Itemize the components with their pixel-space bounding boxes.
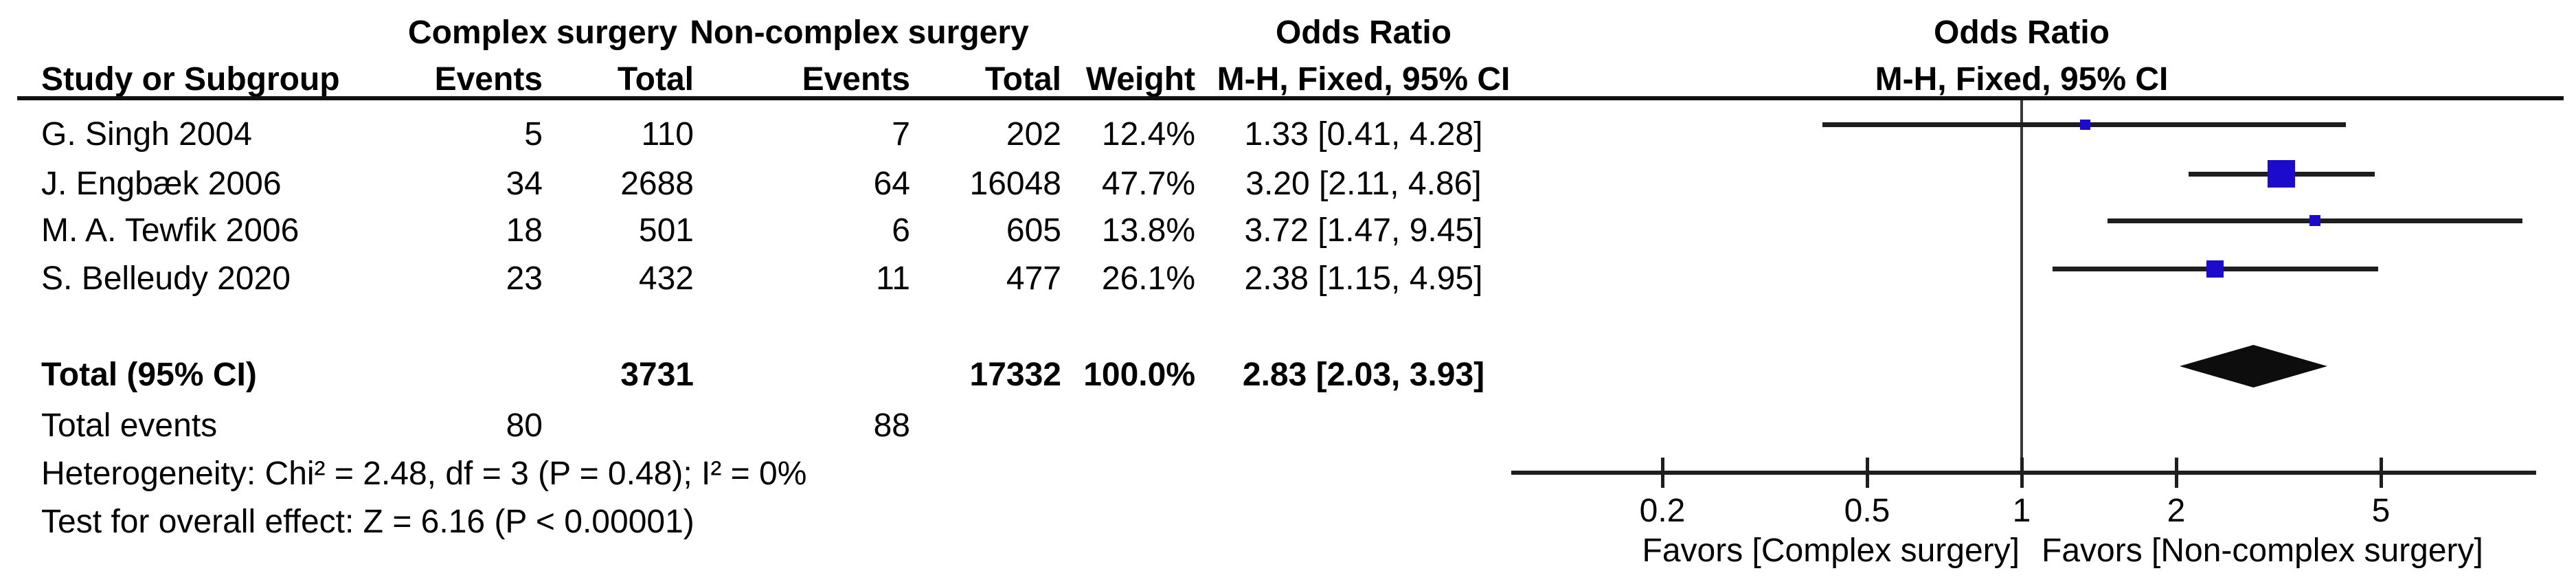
total2-value: 605: [1006, 212, 1061, 249]
total1-column-header: Total: [617, 61, 694, 98]
study-label: J. Engbæk 2006: [41, 166, 282, 202]
events1-column-header: Events: [434, 61, 543, 98]
total2-sum: 17332: [969, 357, 1061, 393]
axis-tick: [1866, 458, 1869, 488]
axis-tick-label: 2: [2167, 493, 2186, 529]
weight-value: 26.1%: [1101, 260, 1195, 297]
header-underline: [17, 96, 2564, 100]
total2-value: 477: [1006, 260, 1061, 297]
axis-tick: [2380, 458, 2383, 488]
overall-effect-text: Test for overall effect: Z = 6.16 (P < 0…: [41, 504, 694, 540]
axis-tick-label: 5: [2371, 493, 2391, 529]
favors-left-label: Favors [Complex surgery]: [1642, 532, 2020, 569]
study-column-header: Study or Subgroup: [41, 61, 340, 98]
effect-square: [2309, 215, 2320, 226]
x-axis-line: [1511, 471, 2536, 475]
study-label: S. Belleudy 2020: [41, 260, 291, 297]
weight-column-header: Weight: [1085, 61, 1195, 98]
events1-value: 23: [506, 260, 543, 297]
summary-diamond: [2180, 345, 2327, 388]
axis-tick: [2175, 458, 2178, 488]
null-effect-line: [2020, 100, 2023, 473]
axis-tick-label: 0.5: [1844, 493, 1890, 529]
events2-value: 6: [892, 212, 910, 249]
axis-tick: [1661, 458, 1664, 488]
weight-value: 13.8%: [1101, 212, 1195, 249]
events2-value: 11: [876, 260, 910, 297]
heterogeneity-text: Heterogeneity: Chi² = 2.48, df = 3 (P = …: [41, 456, 807, 492]
events1-value: 34: [506, 166, 543, 202]
total-events2-value: 88: [873, 407, 910, 444]
weight-value: 12.4%: [1101, 116, 1195, 153]
total1-sum: 3731: [620, 357, 694, 393]
group2-header: Non-complex surgery: [690, 14, 1029, 51]
total1-value: 432: [638, 260, 694, 297]
study-label: M. A. Tewfik 2006: [41, 212, 300, 249]
total2-value: 202: [1006, 116, 1061, 153]
total-events1-value: 80: [506, 407, 543, 444]
events2-value: 64: [873, 166, 910, 202]
total1-value: 501: [638, 212, 694, 249]
axis-tick-label: 0.2: [1639, 493, 1686, 529]
or-ci-value: 2.38 [1.15, 4.95]: [1244, 260, 1483, 297]
or-ci-value: 3.72 [1.47, 9.45]: [1244, 212, 1483, 249]
total-events-label: Total events: [41, 407, 218, 444]
or-column-header: Odds Ratio: [1275, 14, 1451, 51]
events1-value: 18: [506, 212, 543, 249]
or-ci-value: 3.20 [2.11, 4.86]: [1245, 166, 1482, 202]
total2-column-header: Total: [984, 61, 1061, 98]
events1-value: 5: [524, 116, 543, 153]
total-weight: 100.0%: [1083, 357, 1195, 393]
events2-value: 7: [892, 116, 910, 153]
effect-square: [2080, 120, 2090, 130]
study-label: G. Singh 2004: [41, 116, 252, 153]
effect-square: [2206, 260, 2224, 278]
method-column-header: M-H, Fixed, 95% CI: [1217, 61, 1511, 98]
effect-square: [2268, 160, 2295, 188]
total-label: Total (95% CI): [41, 357, 257, 393]
total1-value: 2688: [620, 166, 694, 202]
favors-right-label: Favors [Non-complex surgery]: [2042, 532, 2483, 569]
method-plot-header: M-H, Fixed, 95% CI: [1875, 61, 2169, 98]
axis-tick: [2020, 458, 2024, 488]
group1-header: Complex surgery: [407, 14, 678, 51]
or-ci-value: 1.33 [0.41, 4.28]: [1244, 116, 1483, 153]
total2-value: 16048: [969, 166, 1061, 202]
events2-column-header: Events: [802, 61, 910, 98]
or-plot-header: Odds Ratio: [1933, 14, 2110, 51]
weight-value: 47.7%: [1101, 166, 1195, 202]
axis-tick-label: 1: [2012, 493, 2031, 529]
total1-value: 110: [641, 116, 694, 153]
total-or-ci: 2.83 [2.03, 3.93]: [1242, 357, 1485, 393]
